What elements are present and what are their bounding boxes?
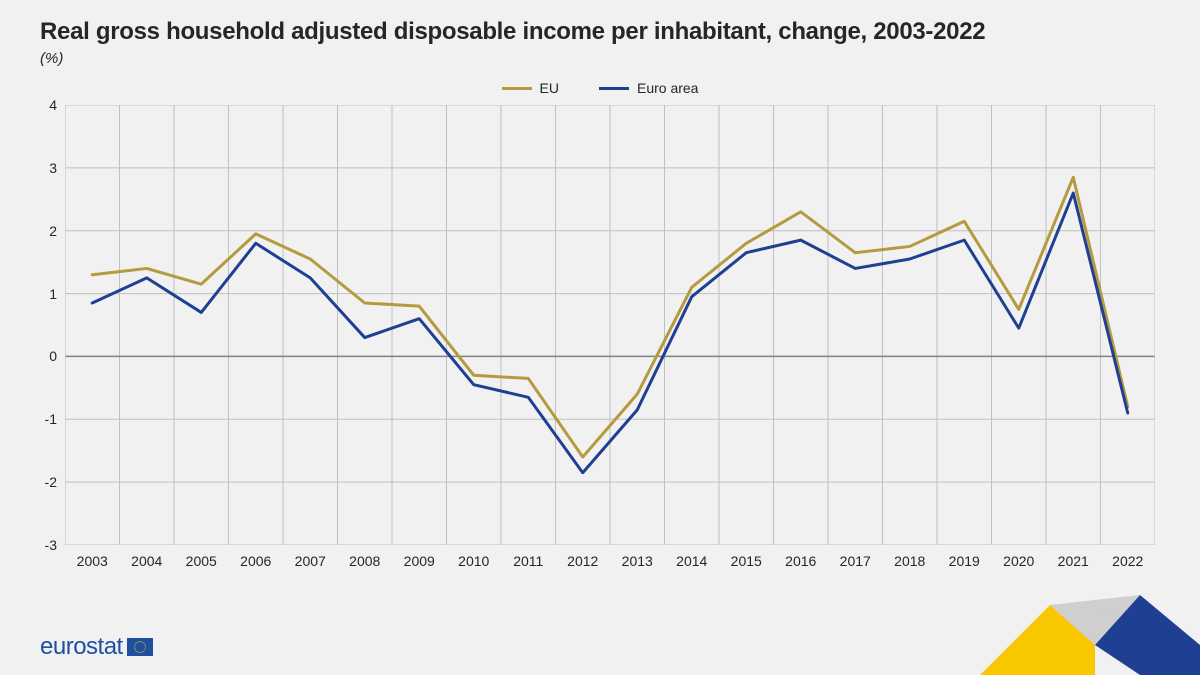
corner-mark-icon <box>980 585 1200 675</box>
x-tick-label: 2016 <box>785 553 816 569</box>
y-tick-label: 4 <box>49 97 57 113</box>
x-tick-label: 2004 <box>131 553 162 569</box>
y-tick-label: 3 <box>49 160 57 176</box>
eurostat-logo: eurostat <box>40 633 153 661</box>
x-tick-label: 2005 <box>186 553 217 569</box>
legend-swatch-eu <box>502 87 532 90</box>
x-tick-label: 2021 <box>1058 553 1089 569</box>
legend-item-euro-area: Euro area <box>599 80 698 96</box>
x-tick-label: 2006 <box>240 553 271 569</box>
x-tick-label: 2007 <box>295 553 326 569</box>
x-tick-label: 2018 <box>894 553 925 569</box>
eu-flag-icon <box>127 638 153 656</box>
x-tick-label: 2019 <box>949 553 980 569</box>
x-tick-label: 2009 <box>404 553 435 569</box>
legend-swatch-euro-area <box>599 87 629 90</box>
legend-label-eu: EU <box>540 80 559 96</box>
y-tick-label: 0 <box>49 348 57 364</box>
y-tick-label: 1 <box>49 286 57 302</box>
y-tick-label: -3 <box>45 537 57 553</box>
legend-label-euro-area: Euro area <box>637 80 698 96</box>
x-tick-label: 2003 <box>77 553 108 569</box>
x-tick-label: 2008 <box>349 553 380 569</box>
x-tick-label: 2010 <box>458 553 489 569</box>
legend: EU Euro area <box>0 80 1200 96</box>
legend-item-eu: EU <box>502 80 559 96</box>
x-tick-label: 2022 <box>1112 553 1143 569</box>
y-tick-label: -1 <box>45 411 57 427</box>
x-tick-label: 2017 <box>840 553 871 569</box>
x-tick-label: 2014 <box>676 553 707 569</box>
x-tick-label: 2011 <box>513 553 543 569</box>
y-tick-label: -2 <box>45 474 57 490</box>
x-tick-label: 2020 <box>1003 553 1034 569</box>
chart-svg <box>65 105 1155 545</box>
chart-subtitle: (%) <box>40 50 63 67</box>
footer: eurostat <box>0 615 1200 675</box>
chart-title: Real gross household adjusted disposable… <box>40 18 985 46</box>
x-tick-label: 2012 <box>567 553 598 569</box>
chart-plot: -3-2-10123420032004200520062007200820092… <box>65 105 1155 545</box>
y-tick-label: 2 <box>49 223 57 239</box>
x-tick-label: 2015 <box>731 553 762 569</box>
x-tick-label: 2013 <box>622 553 653 569</box>
eurostat-logo-text: eurostat <box>40 633 123 661</box>
